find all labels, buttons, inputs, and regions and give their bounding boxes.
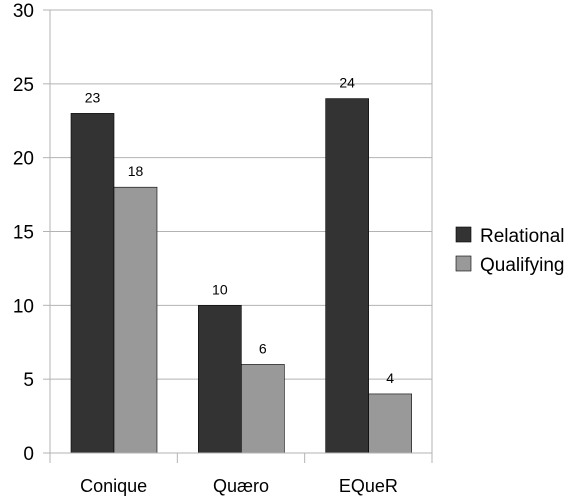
y-tick-labels: 0 5 10 15 20 25 30 (13, 1, 34, 465)
y-tick-label: 20 (13, 149, 34, 170)
y-tick-label: 10 (13, 296, 34, 317)
y-tick-label: 5 (23, 370, 34, 391)
bar-relational-1 (198, 305, 242, 454)
legend-swatch-qualifying (455, 255, 472, 272)
legend-label-qualifying: Qualifying (480, 255, 565, 276)
data-label: 18 (128, 163, 144, 179)
legend-label-relational: Relational (480, 226, 565, 247)
bar-relational-0 (70, 113, 115, 454)
bar-qualifying-2 (368, 393, 412, 454)
y-tick-label: 30 (13, 1, 34, 22)
x-tick-label: Quæro (213, 476, 269, 496)
data-label: 6 (259, 340, 267, 356)
data-label: 23 (85, 89, 101, 105)
legend: Relational Qualifying (455, 226, 565, 276)
y-tick-label: 25 (13, 75, 34, 96)
data-label: 4 (386, 370, 394, 386)
x-tick-labels: Conique Quæro EQueR (80, 476, 398, 496)
x-tick-label: EQueR (339, 476, 398, 496)
bars (70, 98, 412, 454)
x-tick-label: Conique (80, 476, 147, 496)
bar-qualifying-1 (241, 364, 285, 454)
y-tick-label: 15 (13, 223, 34, 244)
data-label: 10 (212, 281, 228, 297)
data-label: 24 (339, 75, 355, 91)
y-tick-label: 0 (23, 444, 34, 465)
bar-qualifying-0 (113, 186, 158, 454)
legend-swatch-relational (455, 226, 472, 243)
data-labels: 23 18 10 6 24 4 (85, 75, 395, 386)
axes (43, 9, 433, 463)
bar-relational-2 (325, 98, 369, 454)
